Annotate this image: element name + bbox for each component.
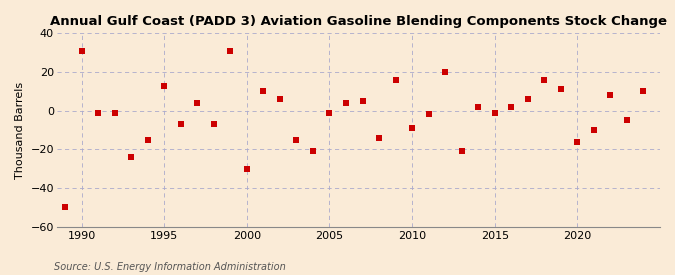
Point bbox=[291, 138, 302, 142]
Point bbox=[341, 101, 352, 105]
Point bbox=[589, 128, 599, 132]
Point bbox=[522, 97, 533, 101]
Point bbox=[506, 104, 516, 109]
Point bbox=[423, 112, 434, 117]
Point bbox=[209, 122, 219, 126]
Y-axis label: Thousand Barrels: Thousand Barrels bbox=[15, 81, 25, 178]
Point bbox=[489, 110, 500, 115]
Point bbox=[324, 110, 335, 115]
Point bbox=[390, 78, 401, 82]
Point bbox=[472, 104, 483, 109]
Point bbox=[59, 205, 70, 210]
Point bbox=[374, 136, 385, 140]
Point bbox=[192, 101, 202, 105]
Point bbox=[572, 139, 583, 144]
Point bbox=[76, 48, 87, 53]
Text: Source: U.S. Energy Information Administration: Source: U.S. Energy Information Administ… bbox=[54, 262, 286, 272]
Point bbox=[308, 149, 319, 153]
Point bbox=[556, 87, 566, 92]
Point bbox=[92, 110, 103, 115]
Point bbox=[242, 166, 252, 171]
Point bbox=[142, 138, 153, 142]
Point bbox=[225, 48, 236, 53]
Point bbox=[440, 70, 451, 74]
Point bbox=[622, 118, 632, 122]
Point bbox=[126, 155, 136, 159]
Point bbox=[605, 93, 616, 97]
Title: Annual Gulf Coast (PADD 3) Aviation Gasoline Blending Components Stock Change: Annual Gulf Coast (PADD 3) Aviation Gaso… bbox=[50, 15, 667, 28]
Point bbox=[176, 122, 186, 126]
Point bbox=[456, 149, 467, 153]
Point bbox=[539, 78, 549, 82]
Point bbox=[275, 97, 286, 101]
Point bbox=[357, 99, 368, 103]
Point bbox=[638, 89, 649, 94]
Point bbox=[258, 89, 269, 94]
Point bbox=[159, 83, 169, 88]
Point bbox=[407, 126, 418, 130]
Point bbox=[109, 110, 120, 115]
